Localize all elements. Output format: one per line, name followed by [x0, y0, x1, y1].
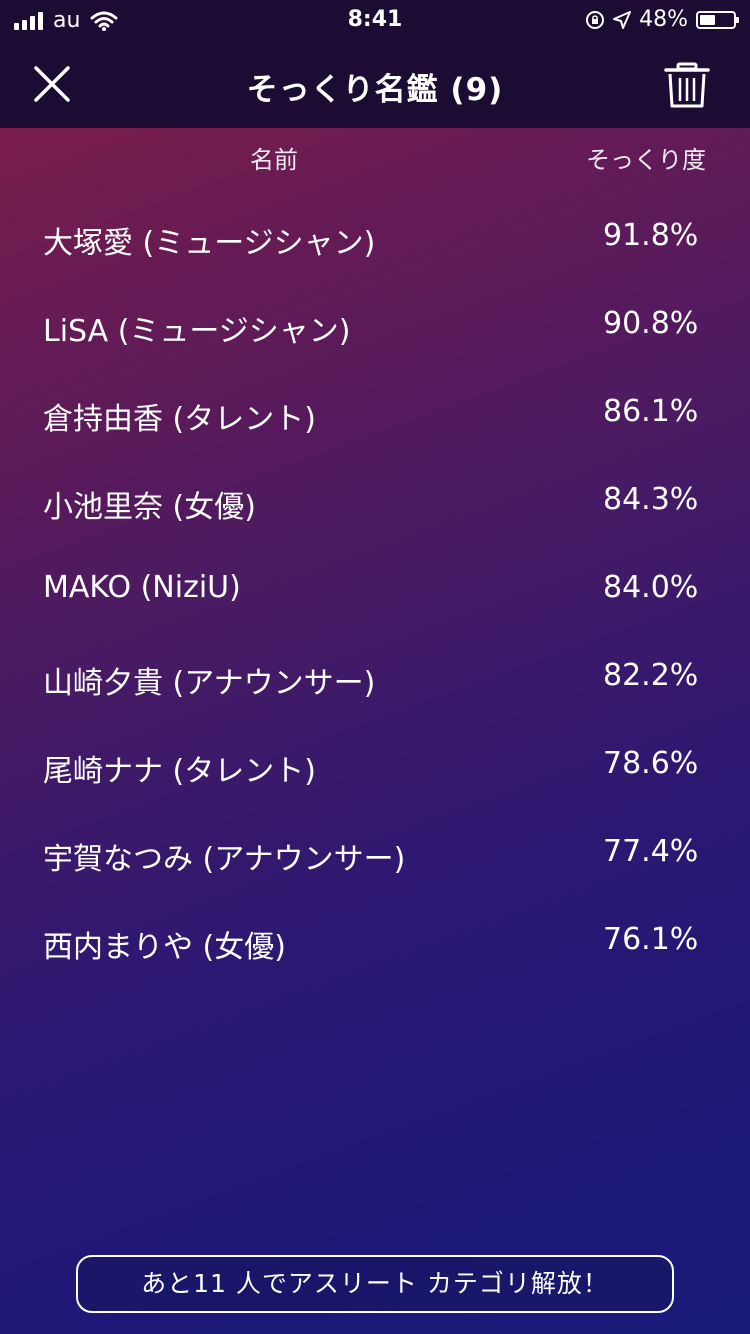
battery-percent: 48% — [639, 7, 688, 32]
unlock-category-button[interactable]: あと11 人でアスリート カテゴリ解放！ — [76, 1255, 674, 1313]
orientation-lock-icon — [586, 10, 605, 29]
list-item[interactable]: 倉持由香 (タレント) 86.1% — [0, 380, 750, 440]
page-title: そっくり名鑑 (9) — [246, 72, 504, 108]
list-item-name: 宇賀なつみ (アナウンサー) — [43, 842, 406, 877]
location-arrow-icon — [613, 10, 632, 29]
list-item[interactable]: 尾崎ナナ (タレント) 78.6% — [0, 732, 750, 792]
list-item-score: 84.0% — [603, 570, 699, 605]
list-item-score: 90.8% — [603, 306, 699, 341]
close-icon[interactable] — [26, 58, 78, 110]
list-item-name: 西内まりや (女優) — [43, 930, 286, 965]
list-item[interactable]: 西内まりや (女優) 76.1% — [0, 908, 750, 968]
list-item-score: 86.1% — [603, 394, 699, 429]
list-item[interactable]: 小池里奈 (女優) 84.3% — [0, 468, 750, 528]
list-item[interactable]: 山崎夕貴 (アナウンサー) 82.2% — [0, 644, 750, 704]
list-item[interactable]: 大塚愛 (ミュージシャン) 91.8% — [0, 204, 750, 264]
list-item-score: 91.8% — [603, 218, 699, 253]
battery-fill — [700, 14, 715, 25]
list-item[interactable]: 宇賀なつみ (アナウンサー) 77.4% — [0, 820, 750, 880]
list-item-score: 77.4% — [603, 834, 699, 869]
list-item-name: 倉持由香 (タレント) — [43, 402, 316, 437]
carrier-label: au — [53, 8, 81, 33]
status-right: 48% — [585, 7, 739, 32]
nav-bar: そっくり名鑑 (9) — [0, 40, 750, 128]
list-item-name: 山崎夕貴 (アナウンサー) — [43, 666, 376, 701]
column-header-score: そっくり度 — [586, 146, 706, 174]
column-header-name: 名前 — [250, 146, 298, 174]
list-item-score: 84.3% — [603, 482, 699, 517]
list-item-score: 76.1% — [603, 922, 699, 957]
wifi-icon — [90, 11, 118, 31]
list-item-name: 大塚愛 (ミュージシャン) — [43, 226, 376, 261]
list-item[interactable]: MAKO (NiziU) 84.0% — [0, 556, 750, 616]
trash-icon[interactable] — [662, 60, 712, 110]
list-item-name: 小池里奈 (女優) — [43, 490, 256, 525]
list-item-score: 82.2% — [603, 658, 699, 693]
list-item-name: LiSA (ミュージシャン) — [43, 314, 351, 349]
cellular-signal-icon — [14, 11, 43, 30]
status-left: au — [14, 8, 118, 33]
list-item-score: 78.6% — [603, 746, 699, 781]
status-time: 8:41 — [347, 7, 403, 32]
list-item-name: 尾崎ナナ (タレント) — [43, 754, 316, 789]
battery-icon — [696, 10, 739, 29]
list-item[interactable]: LiSA (ミュージシャン) 90.8% — [0, 292, 750, 352]
status-bar: au 8:41 48% — [0, 0, 750, 40]
list-item-name: MAKO (NiziU) — [43, 570, 241, 605]
